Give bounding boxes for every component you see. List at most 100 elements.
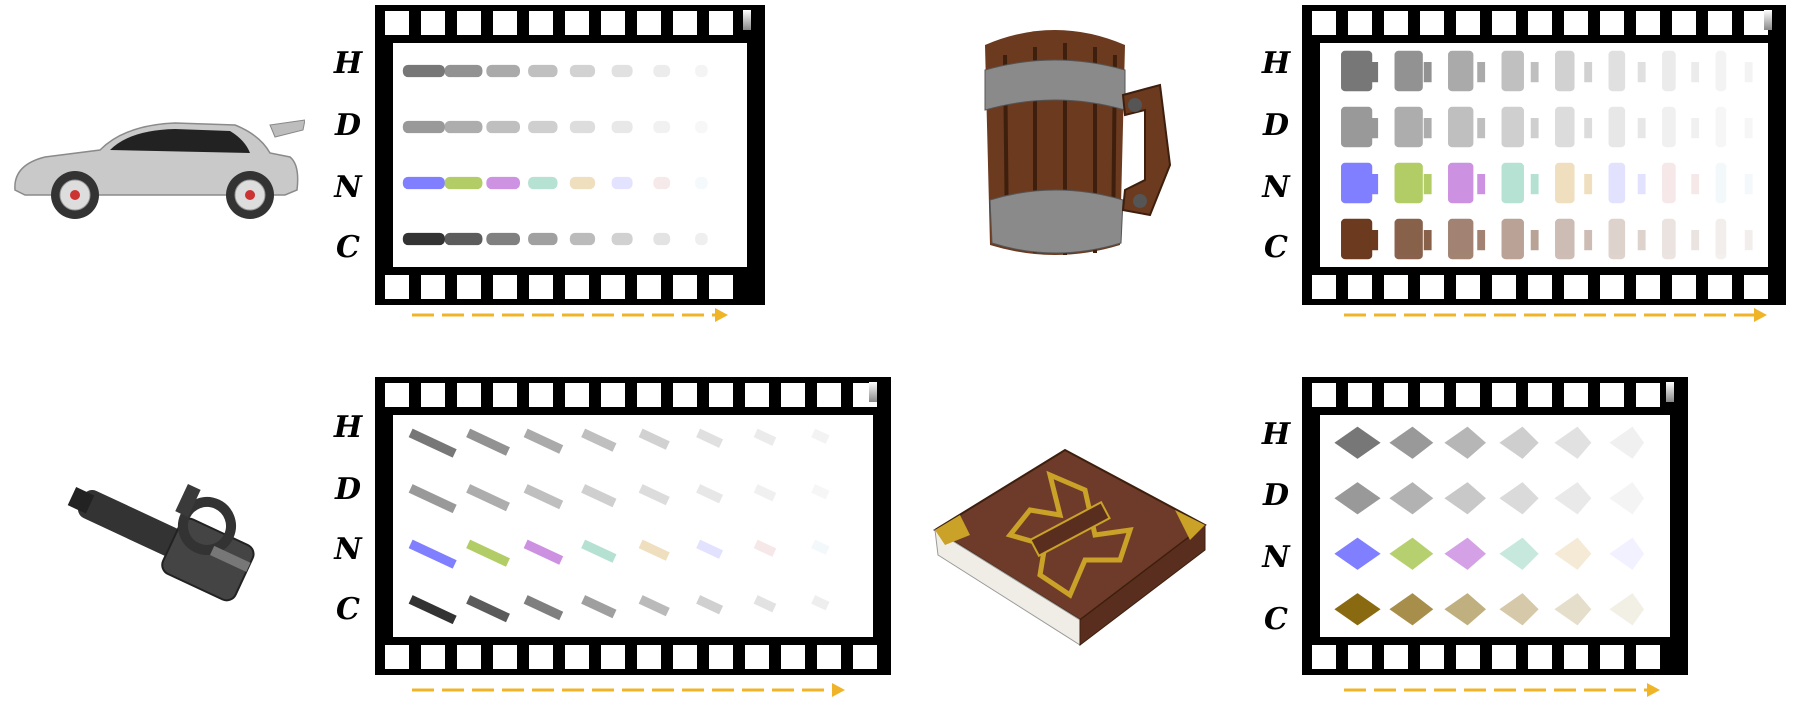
row-label-n: N (334, 170, 362, 205)
sequence-cell (695, 176, 708, 190)
film-perforation (491, 381, 519, 409)
film-perforation (491, 643, 519, 671)
sequence-cell (1341, 106, 1379, 148)
sequence-cell (1662, 106, 1700, 148)
sequence-cell (408, 428, 457, 458)
sequence-cell (1448, 50, 1486, 92)
film-perforation (1526, 273, 1554, 301)
film-perforation (1562, 643, 1590, 671)
sequence-cell (523, 595, 564, 621)
sequence-grid (408, 428, 830, 625)
film-perforation (1526, 643, 1554, 671)
sequence-cell (569, 120, 596, 134)
sequence-cell (1499, 482, 1539, 515)
sequence-cell (1389, 593, 1434, 626)
filmstrip (375, 377, 891, 675)
film-perforation (1382, 381, 1410, 409)
sequence-cell (444, 120, 483, 134)
wooden-mug-3d-model-icon (984, 30, 1172, 255)
film-perforation (1454, 273, 1482, 301)
sequence-cell (653, 232, 671, 246)
film-perforation (851, 643, 879, 671)
sequence-cell (1609, 426, 1645, 459)
sequence-cell (528, 176, 558, 190)
film-perforation (779, 643, 807, 671)
film-perforation (1418, 643, 1446, 671)
sequence-cell (528, 120, 558, 134)
sequence-cell (811, 539, 830, 555)
sequence-cell (638, 595, 670, 617)
sequence-cell (1499, 593, 1539, 626)
sequence-cell (1715, 162, 1753, 204)
film-corner-marker (743, 10, 751, 30)
sequence-cell (695, 120, 708, 134)
car-3d-model-icon (14, 119, 305, 219)
sequence-cell (402, 64, 445, 78)
film-perforation (1742, 273, 1770, 301)
film-perforation (383, 643, 411, 671)
sequence-cell (581, 595, 617, 619)
sequence-cell (1662, 50, 1700, 92)
filmstrip (1302, 377, 1688, 675)
film-perforation (491, 9, 519, 37)
sequence-cell (486, 176, 521, 190)
film-perforation (455, 643, 483, 671)
book-3d-model-icon (933, 448, 1207, 647)
film-perforation (1382, 273, 1410, 301)
sequence-cell (444, 64, 483, 78)
sequence-cell (1389, 426, 1434, 459)
sequence-cell (811, 484, 830, 500)
sequence-cell (486, 64, 521, 78)
sequence-cell (1715, 106, 1753, 148)
sequence-cell (1334, 482, 1381, 515)
row-label-h: H (333, 46, 363, 81)
sequence-cell (466, 484, 510, 512)
film-perforation (599, 381, 627, 409)
film-perforation (1634, 643, 1662, 671)
film-corner-marker (1764, 10, 1772, 30)
film-perforation (1634, 9, 1662, 37)
sequence-cell (1555, 218, 1593, 260)
film-perforation (707, 643, 735, 671)
film-perforation (1346, 381, 1374, 409)
sequence-cell (1609, 593, 1645, 626)
sequence-cell (1554, 537, 1592, 570)
row-label-d: D (334, 108, 361, 143)
film-frame (393, 43, 747, 267)
film-perforation (635, 381, 663, 409)
film-perforation (1706, 9, 1734, 37)
film-frame (393, 415, 873, 637)
film-perforation (1418, 273, 1446, 301)
sequence-cell (1554, 426, 1592, 459)
sequence-cell (638, 428, 670, 450)
film-perforation (1634, 273, 1662, 301)
sequence-cell (408, 595, 457, 625)
sequence-cell (1448, 106, 1486, 148)
sequence-cell (611, 120, 633, 134)
sequence-cell (1555, 162, 1593, 204)
filmstrip (1302, 5, 1786, 305)
row-label-d: D (334, 472, 361, 507)
film-perforation (671, 273, 699, 301)
sequence-cell (466, 428, 510, 456)
sequence-cell (1608, 50, 1646, 92)
film-perforation (1562, 381, 1590, 409)
film-perforation (1562, 9, 1590, 37)
sequence-cell (696, 595, 724, 615)
film-perforation (635, 273, 663, 301)
sequence-cell (1448, 162, 1486, 204)
sequence-cell (1555, 50, 1593, 92)
sequence-cell (1444, 482, 1486, 515)
filmstrip (375, 5, 765, 305)
film-corner-marker (869, 382, 877, 402)
sequence-cell (581, 484, 617, 508)
sequence-cell (753, 539, 777, 557)
film-perforation (383, 273, 411, 301)
row-label-h: H (333, 410, 363, 445)
row-label-c: C (1264, 602, 1288, 637)
film-perforation (527, 381, 555, 409)
sequence-cell (523, 539, 564, 565)
sequence-cell (1499, 537, 1539, 570)
timeline-arrow (1344, 683, 1660, 697)
